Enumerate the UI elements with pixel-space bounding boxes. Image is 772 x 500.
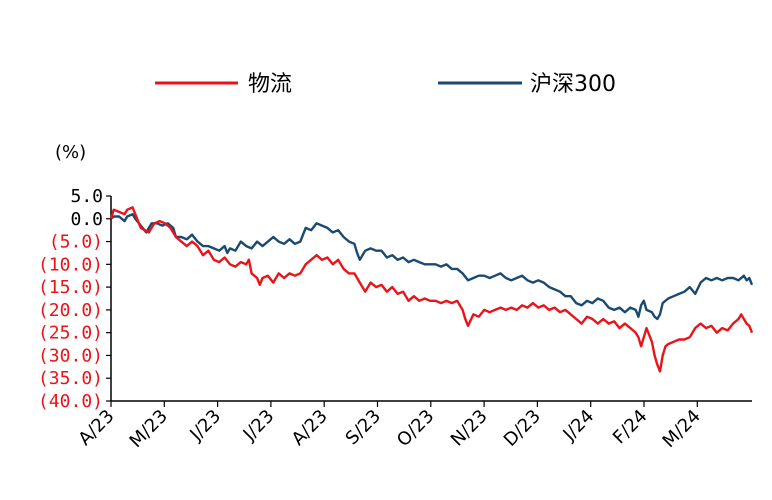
x-ticks: A/23 M/23 J/23 J/23 A/23 S/23 O/23 N/23 D/23 J/24… xyxy=(74,401,705,452)
x-tick-label: O/23 xyxy=(393,406,438,451)
x-tick-label: J/23 xyxy=(185,406,225,446)
series-lines xyxy=(109,206,754,373)
y-tick-label: (10.0) xyxy=(38,254,103,275)
x-tick-label: D/23 xyxy=(500,406,545,451)
x-tick-label: F/24 xyxy=(609,406,652,449)
x-tick-label: S/23 xyxy=(342,406,385,449)
y-tick-label: 5.0 xyxy=(70,186,103,207)
legend-label-csi300: 沪深300 xyxy=(530,72,616,97)
y-tick-label: (25.0) xyxy=(38,323,103,344)
x-tick-label: A/23 xyxy=(288,406,332,450)
y-tick-label: (15.0) xyxy=(38,277,103,298)
x-tick-label: M/23 xyxy=(126,406,172,452)
y-tick-label: (20.0) xyxy=(38,300,103,321)
unit-label: (%) xyxy=(55,142,86,163)
series-line-csi300 xyxy=(110,213,754,321)
y-ticks: 5.00.0(5.0)(10.0)(15.0)(20.0)(25.0)(30.0… xyxy=(38,186,111,412)
y-tick-label: (35.0) xyxy=(38,368,103,389)
x-tick-label: J/23 xyxy=(239,406,279,446)
x-tick-label: N/23 xyxy=(447,406,492,451)
x-tick-label: J/24 xyxy=(558,406,598,446)
legend-label-logistics: 物流 xyxy=(248,72,292,97)
y-tick-label: (30.0) xyxy=(38,345,103,366)
y-tick-label: (40.0) xyxy=(38,391,103,412)
x-tick-label: M/24 xyxy=(659,406,705,452)
y-tick-label: (5.0) xyxy=(49,232,103,253)
x-tick-label: A/23 xyxy=(74,406,118,450)
legend: 物流 沪深300 xyxy=(155,72,616,97)
y-tick-label: 0.0 xyxy=(70,209,103,230)
series-line-logistics xyxy=(109,206,754,373)
